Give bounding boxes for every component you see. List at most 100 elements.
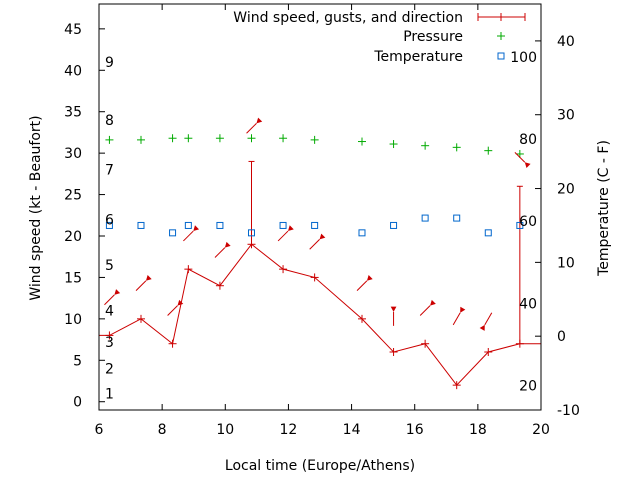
pressure-point (215, 134, 224, 143)
arrow-shaft (484, 312, 493, 326)
arrow-shaft (514, 151, 526, 163)
wind-speed-point (105, 331, 114, 340)
temperature-point (279, 221, 287, 229)
x-tick-label: 8 (158, 422, 167, 438)
arrow-head (224, 241, 231, 248)
legend-pressure-label: Pressure (403, 29, 463, 45)
wind-direction-arrow (183, 225, 200, 242)
arrow-head (288, 225, 294, 232)
temperature-point (358, 229, 366, 237)
legend-wind-label: Wind speed, gusts, and direction (233, 10, 463, 26)
wind-direction-arrow (167, 299, 184, 316)
y-tick-label: 30 (64, 146, 82, 162)
plot-frame (98, 3, 542, 411)
arrow-shaft (356, 280, 368, 292)
arrow-head (177, 299, 184, 306)
wind-direction-arrow (214, 241, 231, 258)
arrow-shaft (277, 230, 289, 242)
arrow-shaft (183, 230, 194, 242)
wind-direction-arrow (356, 275, 373, 292)
temperature-point (311, 221, 319, 229)
arrow-shaft (214, 247, 226, 258)
wind-direction-arrow (514, 151, 531, 168)
y2-tick-label: 30 (557, 108, 575, 124)
arrow-head (366, 275, 373, 281)
wind-speed-point (310, 273, 319, 282)
beaufort-label: 9 (105, 55, 114, 71)
wind-speed-point (484, 348, 493, 356)
y-tick-label: 40 (64, 63, 82, 79)
fahrenheit-label: 20 (519, 379, 537, 395)
temperature-point (169, 229, 177, 237)
x-tick-label: 10 (216, 422, 234, 438)
wind-speed-point (452, 381, 461, 390)
y2-tick-label: -10 (557, 403, 580, 419)
y2-tick-label: 0 (557, 329, 566, 345)
wind-speed-line (99, 243, 541, 386)
arrow-head (256, 117, 263, 124)
y2-tick-label: 20 (557, 182, 575, 198)
legend-temperature-label: Temperature (373, 49, 463, 65)
wind-speed-point (215, 281, 224, 290)
wind-direction-arrow (452, 306, 466, 326)
pressure-point (310, 135, 319, 144)
wind-direction-arrow (246, 117, 263, 134)
beaufort-label: 3 (105, 335, 114, 351)
arrow-head (524, 162, 531, 168)
beaufort-label: 6 (105, 212, 114, 228)
wind-direction-arrow (277, 225, 294, 242)
legend: Wind speed, gusts, and direction Pressur… (233, 10, 526, 65)
legend-wind-sample (477, 13, 526, 21)
pressure-point (452, 143, 461, 152)
beaufort-label: 8 (105, 113, 114, 129)
pressure-point (279, 134, 288, 143)
wind-speed-point (184, 265, 193, 274)
arrow-head (479, 324, 485, 331)
arrow-head (460, 306, 466, 313)
temperature-point (453, 214, 461, 222)
temperature-point (390, 221, 398, 229)
wind-direction-arrow (135, 275, 152, 292)
axis-layer: 6 8 10 12 14 16 18 20051015202530354045-1001020… (64, 3, 580, 438)
temperature-point (484, 229, 492, 237)
y-tick-label: 0 (73, 395, 82, 411)
wind-speed-point (279, 265, 288, 274)
y2-tick-label: 40 (557, 34, 575, 50)
wind-direction-arrow (390, 306, 397, 326)
y-tick-label: 10 (64, 312, 82, 328)
y2-tick-label: 10 (557, 255, 575, 271)
arrow-head (145, 275, 152, 281)
wind-direction-arrow (419, 299, 436, 316)
wind-speed-point (357, 314, 366, 323)
wind-speed-point (421, 339, 430, 348)
arrow-shaft (309, 238, 320, 250)
temperature-point (516, 221, 524, 229)
pressure-point (168, 134, 177, 143)
x-tick-label: 6 (95, 422, 104, 438)
pressure-point (105, 135, 114, 144)
wind-direction-arrow (104, 289, 121, 306)
x-axis-label: Local time (Europe/Athens) (225, 458, 415, 474)
y-tick-label: 15 (64, 270, 82, 286)
y-tick-label: 5 (73, 353, 82, 369)
pressure-point (389, 140, 398, 149)
legend-pressure-sample (497, 32, 505, 40)
gust-bar (248, 160, 255, 245)
y-tick-label: 20 (64, 229, 82, 245)
y-tick-label: 35 (64, 105, 82, 121)
fahrenheit-label: 80 (519, 132, 537, 148)
y-tick-label: 25 (64, 188, 82, 204)
beaufort-label: 7 (105, 163, 114, 179)
temperature-point (216, 221, 224, 229)
arrow-head (430, 299, 436, 306)
fahrenheit-label: 100 (510, 50, 537, 66)
wind-speed-point (389, 348, 398, 356)
arrow-shaft (135, 280, 147, 292)
fahrenheit-label: 40 (519, 297, 537, 313)
beaufort-label: 1 (105, 386, 114, 402)
arrow-shaft (167, 305, 178, 316)
x-tick-label: 16 (406, 422, 424, 438)
arrow-shaft (452, 312, 461, 326)
pressure-point (136, 135, 145, 144)
pressure-point (357, 137, 366, 146)
